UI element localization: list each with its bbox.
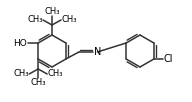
Text: N: N [94, 47, 101, 57]
Text: HO: HO [13, 38, 27, 48]
Text: CH₃: CH₃ [30, 78, 46, 87]
Text: Cl: Cl [164, 54, 173, 64]
Text: CH₃: CH₃ [27, 16, 43, 24]
Text: CH₃: CH₃ [44, 7, 60, 16]
Text: CH₃: CH₃ [14, 69, 29, 79]
Text: CH₃: CH₃ [61, 16, 76, 24]
Text: CH₃: CH₃ [47, 69, 63, 79]
